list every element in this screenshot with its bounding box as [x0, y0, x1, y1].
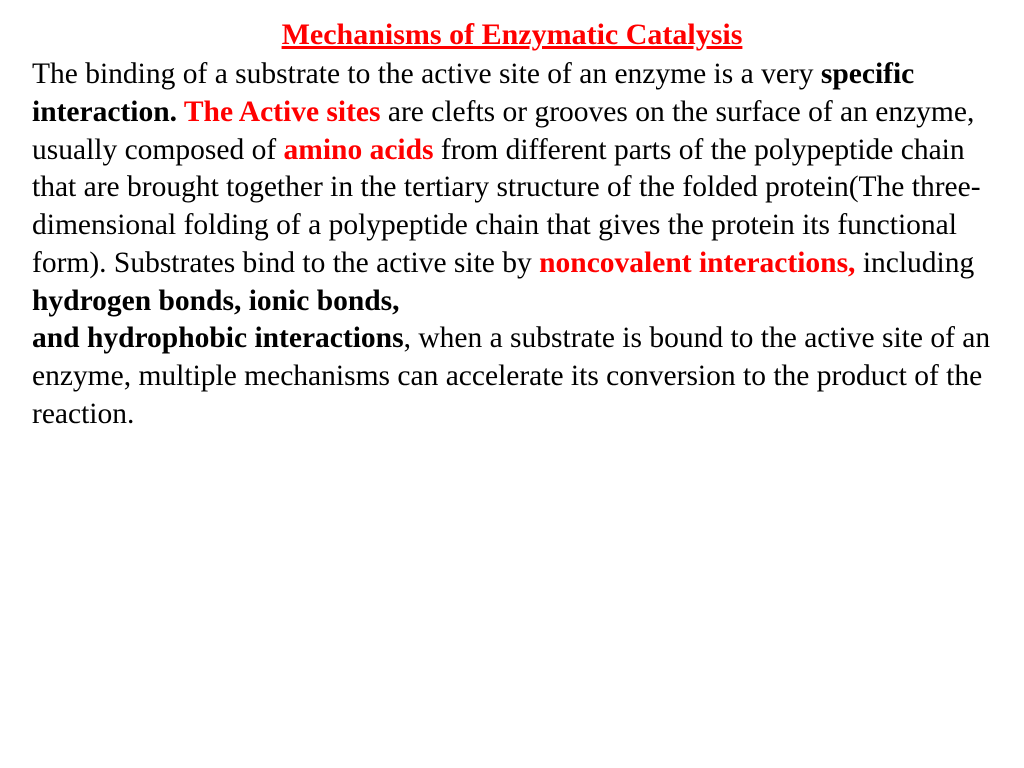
- slide-body: The binding of a substrate to the active…: [32, 56, 992, 434]
- text-bold-hydrophobic: and hydrophobic interactions: [32, 322, 404, 354]
- text-plain: including: [863, 247, 974, 279]
- slide-title: Mechanisms of Enzymatic Catalysis: [32, 18, 992, 52]
- text-plain: The binding of a substrate to the active…: [32, 58, 821, 90]
- text-red-noncovalent: noncovalent interactions,: [539, 247, 863, 279]
- slide-container: Mechanisms of Enzymatic Catalysis The bi…: [0, 0, 1024, 434]
- text-red-amino-acids: amino acids: [284, 134, 441, 166]
- text-bold-bonds: hydrogen bonds, ionic bonds,: [32, 285, 400, 317]
- text-red-active-sites: The Active sites: [177, 96, 388, 128]
